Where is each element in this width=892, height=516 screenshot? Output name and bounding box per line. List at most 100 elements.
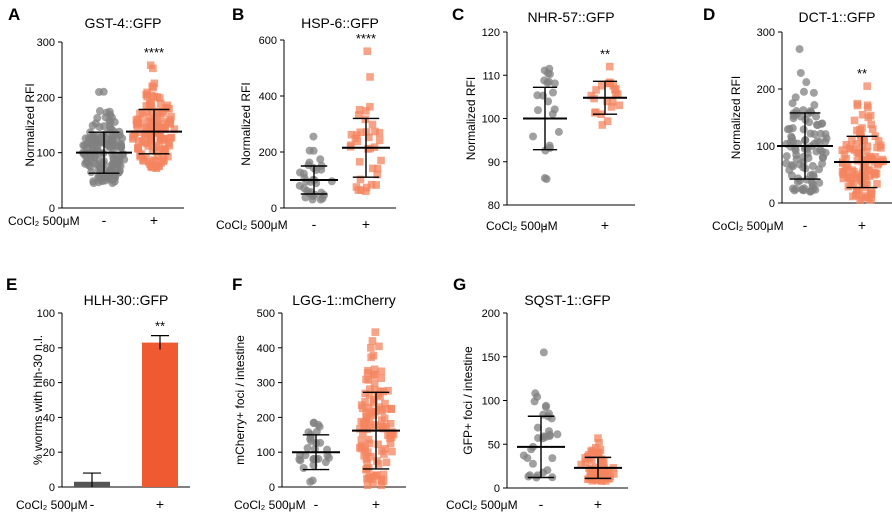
data-point <box>865 195 874 204</box>
data-point <box>856 125 864 134</box>
data-point <box>110 118 119 127</box>
y-tick-label: 200 <box>257 412 275 424</box>
y-tick-label: 120 <box>482 27 500 39</box>
data-point <box>86 162 95 171</box>
data-point <box>371 421 379 429</box>
y-tick-label: 400 <box>259 91 277 103</box>
group-label-plus: + <box>156 496 164 512</box>
data-point <box>347 141 355 149</box>
data-point <box>838 146 847 154</box>
data-point <box>300 184 309 193</box>
data-point <box>304 189 313 198</box>
data-point <box>850 116 859 125</box>
data-point <box>864 113 873 122</box>
data-point <box>378 447 386 455</box>
data-point <box>548 454 557 463</box>
data-point <box>853 156 862 165</box>
data-point <box>368 337 377 345</box>
data-point <box>585 454 593 463</box>
y-tick-label: 400 <box>257 343 275 355</box>
data-point <box>364 403 373 412</box>
y-tick-label: 80 <box>43 343 55 355</box>
data-point <box>864 103 872 112</box>
y-tick-label: 200 <box>259 147 277 159</box>
data-point <box>147 138 156 147</box>
data-point <box>543 466 552 475</box>
chart-title: HLH-30::GFP <box>84 292 169 308</box>
significance-marker: ** <box>600 47 610 62</box>
data-point <box>136 152 145 161</box>
data-point <box>810 101 819 110</box>
data-point <box>386 420 395 428</box>
data-point <box>354 186 363 194</box>
y-tick-label: 300 <box>757 27 775 39</box>
data-point <box>539 348 548 357</box>
data-point <box>145 101 154 109</box>
data-point <box>603 117 612 125</box>
y-tick-label: 300 <box>37 37 55 49</box>
y-axis-label: % worms with hlh-30 n.l. <box>31 335 45 465</box>
condition-label: CoCl₂ 500μM <box>8 214 80 228</box>
condition-label: CoCl₂ 500μM <box>16 498 88 512</box>
data-point <box>841 167 850 175</box>
panel-label: E <box>6 275 17 294</box>
bar <box>142 342 178 487</box>
data-point <box>356 175 365 184</box>
data-point <box>363 368 372 377</box>
data-point <box>549 88 558 97</box>
y-tick-label: 60 <box>43 378 55 390</box>
data-point <box>863 142 872 151</box>
data-point <box>608 97 617 106</box>
data-point <box>147 132 156 140</box>
data-point <box>553 430 562 439</box>
chart-title: LGG-1::mCherry <box>292 292 395 308</box>
data-point <box>382 458 391 467</box>
data-point <box>363 481 372 490</box>
data-point <box>132 116 141 124</box>
data-point <box>613 90 622 98</box>
data-point <box>109 154 118 163</box>
data-point <box>98 177 107 186</box>
data-point <box>375 129 384 137</box>
data-point <box>375 136 384 145</box>
data-point <box>792 151 801 160</box>
data-point <box>808 161 817 170</box>
data-point <box>150 79 159 88</box>
data-point <box>149 64 157 73</box>
data-point <box>369 398 378 407</box>
data-point <box>868 125 877 133</box>
data-point <box>377 156 385 165</box>
data-point <box>106 173 115 182</box>
data-point <box>155 161 163 170</box>
data-point <box>815 137 824 146</box>
y-tick-label: 100 <box>37 308 55 320</box>
data-point <box>309 146 318 155</box>
data-point <box>119 150 128 159</box>
data-point <box>858 194 866 202</box>
data-point <box>128 133 137 141</box>
data-point <box>529 132 538 141</box>
data-point <box>117 143 126 152</box>
y-tick-label: 0 <box>49 482 55 494</box>
data-point <box>368 164 377 173</box>
data-point <box>845 145 854 153</box>
y-tick-label: 500 <box>257 308 275 320</box>
data-point <box>796 112 805 121</box>
data-point <box>874 137 883 145</box>
data-point <box>156 99 165 108</box>
group-label-plus: + <box>372 496 380 512</box>
group-label-plus: + <box>858 217 866 233</box>
y-axis-label: Normalized RFI <box>23 83 37 166</box>
panel-label: A <box>8 5 20 24</box>
data-point <box>372 181 380 189</box>
data-point <box>309 132 318 141</box>
data-point <box>354 111 363 119</box>
data-point <box>594 434 602 442</box>
data-point <box>813 121 822 130</box>
data-point <box>147 124 156 133</box>
data-point <box>306 435 315 444</box>
data-point <box>357 436 366 444</box>
y-tick-label: 100 <box>37 148 55 160</box>
data-point <box>91 119 100 128</box>
